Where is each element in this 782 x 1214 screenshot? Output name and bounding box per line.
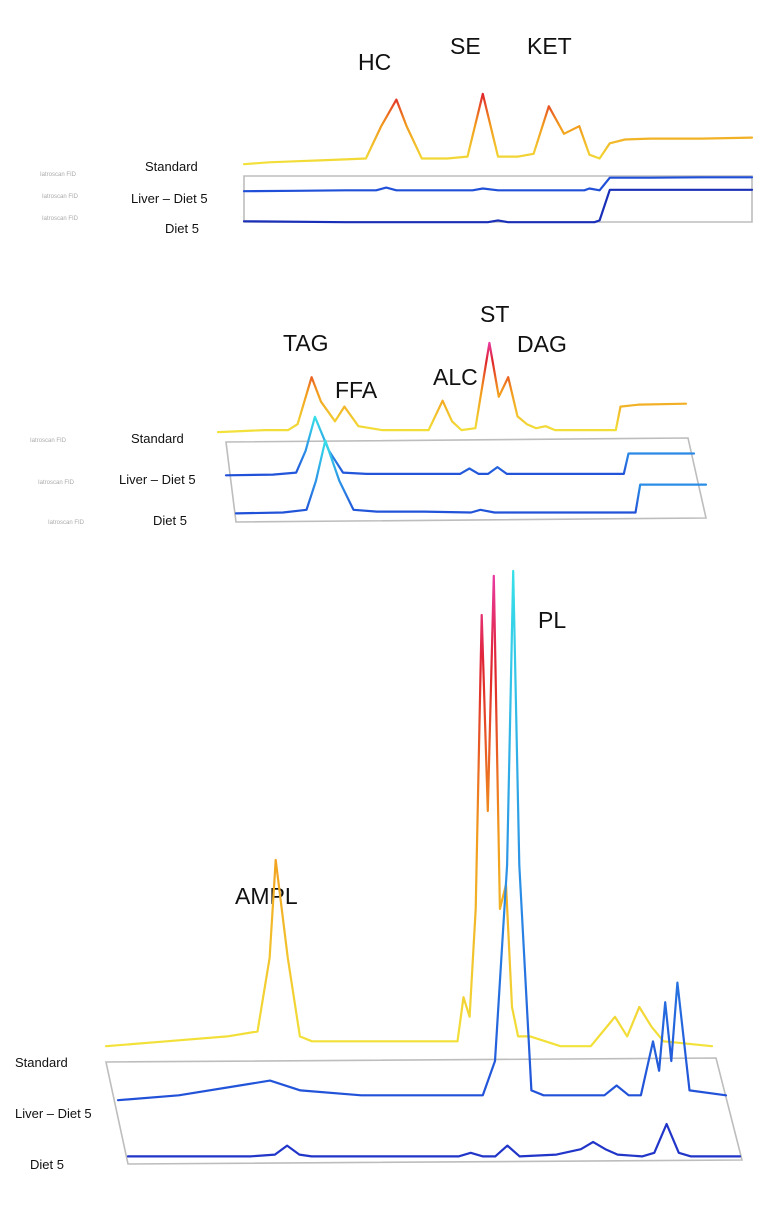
panel-1: HC SE KET Iatroscan FID Iatroscan FID Ia… bbox=[40, 33, 754, 236]
trace-standard bbox=[104, 574, 714, 1048]
trace-label-liver-diet-5: Liver – Diet 5 bbox=[119, 472, 196, 487]
trace-standard bbox=[216, 341, 688, 434]
peak-label-pl: PL bbox=[538, 607, 566, 633]
peak-label-ffa: FFA bbox=[335, 377, 378, 403]
instrument-label: Iatroscan FID bbox=[40, 172, 77, 178]
panel-3-frame bbox=[105, 1057, 744, 1165]
trace-diet-5 bbox=[242, 188, 754, 224]
trace-diet-5 bbox=[234, 439, 708, 515]
trace-label-standard: Standard bbox=[131, 431, 184, 446]
peak-label-ket: KET bbox=[527, 33, 572, 59]
trace-label-standard: Standard bbox=[145, 159, 198, 174]
peak-label-ampl: AMPL bbox=[235, 883, 298, 909]
trace-label-diet-5: Diet 5 bbox=[30, 1157, 64, 1172]
peak-label-tag: TAG bbox=[283, 330, 329, 356]
panel-2: TAG FFA ALC ST DAG Iatroscan FID Iatrosc… bbox=[30, 301, 708, 528]
peak-label-alc: ALC bbox=[433, 364, 478, 390]
peak-label-dag: DAG bbox=[517, 331, 567, 357]
trace-standard bbox=[242, 92, 754, 166]
trace-label-diet-5: Diet 5 bbox=[153, 513, 187, 528]
trace-label-diet-5: Diet 5 bbox=[165, 221, 199, 236]
trace-liver-diet-5 bbox=[242, 176, 754, 193]
trace-liver-diet-5 bbox=[224, 415, 696, 477]
trace-liver-diet-5 bbox=[116, 569, 728, 1102]
trace-label-liver-diet-5: Liver – Diet 5 bbox=[15, 1106, 92, 1121]
trace-diet-5 bbox=[126, 1122, 742, 1158]
trace-label-standard: Standard bbox=[15, 1055, 68, 1070]
peak-label-hc: HC bbox=[358, 49, 391, 75]
panel-2-frame bbox=[225, 437, 707, 523]
peak-label-st: ST bbox=[480, 301, 509, 327]
instrument-label: Iatroscan FID bbox=[30, 438, 67, 444]
panel-3: AMPL PL Standard Liver – Diet 5 Diet 5 bbox=[15, 569, 744, 1172]
trace-label-liver-diet-5: Liver – Diet 5 bbox=[131, 191, 208, 206]
panel-1-frame bbox=[243, 175, 753, 223]
peak-label-se: SE bbox=[450, 33, 481, 59]
instrument-label: Iatroscan FID bbox=[38, 480, 75, 486]
instrument-label: Iatroscan FID bbox=[42, 216, 79, 222]
instrument-label: Iatroscan FID bbox=[42, 194, 79, 200]
instrument-label: Iatroscan FID bbox=[48, 520, 85, 526]
